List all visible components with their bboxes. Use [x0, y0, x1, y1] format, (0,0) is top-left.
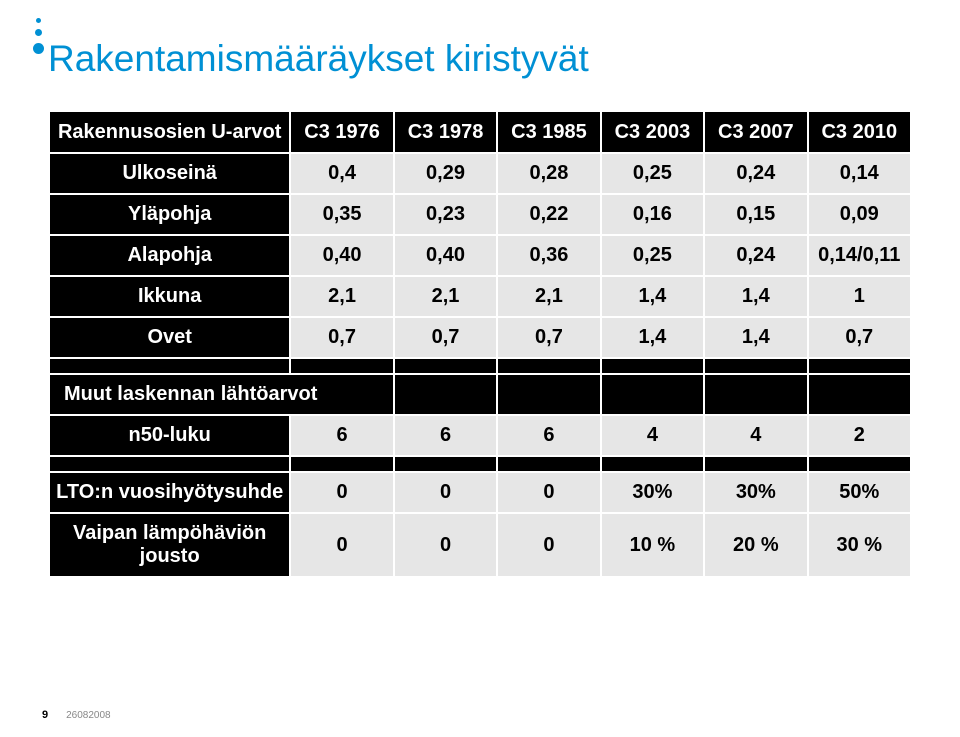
cell: 0,22 — [497, 194, 600, 235]
row-label: Ovet — [49, 317, 290, 358]
table-row: n50-luku 6 6 6 4 4 2 — [49, 415, 911, 456]
table-row: Yläpohja 0,35 0,23 0,22 0,16 0,15 0,09 — [49, 194, 911, 235]
cell: 2,1 — [290, 276, 393, 317]
cell: 0,25 — [601, 235, 704, 276]
page-title: Rakentamismääräykset kiristyvät — [48, 30, 912, 80]
cell: 0,24 — [704, 153, 807, 194]
section-label: Muut laskennan lähtöarvot — [49, 374, 394, 415]
cell: 1,4 — [704, 276, 807, 317]
cell: 4 — [601, 415, 704, 456]
row-label: Alapohja — [49, 235, 290, 276]
cell: 0,7 — [290, 317, 393, 358]
cell: 2,1 — [497, 276, 600, 317]
cell: 1,4 — [601, 317, 704, 358]
cell: 0,7 — [394, 317, 497, 358]
cell: 0,24 — [704, 235, 807, 276]
col-header: C3 2003 — [601, 111, 704, 153]
cell: 6 — [394, 415, 497, 456]
bullet-dot-icon — [36, 18, 41, 23]
cell: 1 — [808, 276, 911, 317]
header-label: Rakennusosien U-arvot — [49, 111, 290, 153]
cell: 50% — [808, 472, 911, 513]
col-header: C3 2007 — [704, 111, 807, 153]
table-row: LTO:n vuosihyötysuhde 0 0 0 30% 30% 50% — [49, 472, 911, 513]
cell: 1,4 — [601, 276, 704, 317]
col-header: C3 1976 — [290, 111, 393, 153]
cell: 6 — [290, 415, 393, 456]
cell: 0,16 — [601, 194, 704, 235]
row-label: Ikkuna — [49, 276, 290, 317]
col-header: C3 1985 — [497, 111, 600, 153]
cell: 0,35 — [290, 194, 393, 235]
cell: 0,7 — [497, 317, 600, 358]
cell: 2,1 — [394, 276, 497, 317]
cell: 10 % — [601, 513, 704, 577]
footer: 9 26082008 — [42, 709, 111, 721]
cell: 30% — [601, 472, 704, 513]
cell: 0,4 — [290, 153, 393, 194]
table-row: Ovet 0,7 0,7 0,7 1,4 1,4 0,7 — [49, 317, 911, 358]
cell: 0 — [394, 472, 497, 513]
cell: 0,15 — [704, 194, 807, 235]
cell: 0 — [497, 472, 600, 513]
cell: 0,7 — [808, 317, 911, 358]
row-label: Vaipan lämpöhäviön jousto — [49, 513, 290, 577]
cell: 6 — [497, 415, 600, 456]
slide-container: Rakentamismääräykset kiristyvät Rakennus… — [0, 0, 960, 737]
cell: 0,09 — [808, 194, 911, 235]
section-row: Muut laskennan lähtöarvot — [49, 374, 911, 415]
section-blank — [704, 374, 807, 415]
data-table: Rakennusosien U-arvot C3 1976 C3 1978 C3… — [48, 110, 912, 578]
table-row: Alapohja 0,40 0,40 0,36 0,25 0,24 0,14/0… — [49, 235, 911, 276]
cell: 0 — [290, 513, 393, 577]
row-label: Yläpohja — [49, 194, 290, 235]
section-blank — [394, 374, 497, 415]
table-header-row: Rakennusosien U-arvot C3 1976 C3 1978 C3… — [49, 111, 911, 153]
cell: 0,23 — [394, 194, 497, 235]
cell: 0,14/0,11 — [808, 235, 911, 276]
cell: 0 — [290, 472, 393, 513]
cell: 20 % — [704, 513, 807, 577]
bullet-dot-icon — [33, 43, 44, 54]
table-row: Ulkoseinä 0,4 0,29 0,28 0,25 0,24 0,14 — [49, 153, 911, 194]
spacer-row — [49, 358, 911, 374]
row-label: Ulkoseinä — [49, 153, 290, 194]
section-blank — [497, 374, 600, 415]
footer-date: 26082008 — [66, 710, 111, 721]
cell: 0,40 — [290, 235, 393, 276]
spacer-row — [49, 456, 911, 472]
cell: 0 — [394, 513, 497, 577]
cell: 2 — [808, 415, 911, 456]
cell: 30% — [704, 472, 807, 513]
row-label: LTO:n vuosihyötysuhde — [49, 472, 290, 513]
cell: 0,36 — [497, 235, 600, 276]
cell: 0,25 — [601, 153, 704, 194]
table-row: Ikkuna 2,1 2,1 2,1 1,4 1,4 1 — [49, 276, 911, 317]
cell: 0,28 — [497, 153, 600, 194]
col-header: C3 2010 — [808, 111, 911, 153]
cell: 0 — [497, 513, 600, 577]
col-header: C3 1978 — [394, 111, 497, 153]
cell: 30 % — [808, 513, 911, 577]
table-row: Vaipan lämpöhäviön jousto 0 0 0 10 % 20 … — [49, 513, 911, 577]
cell: 0,40 — [394, 235, 497, 276]
row-label: n50-luku — [49, 415, 290, 456]
cell: 0,29 — [394, 153, 497, 194]
cell: 1,4 — [704, 317, 807, 358]
cell: 0,14 — [808, 153, 911, 194]
page-number: 9 — [42, 709, 48, 721]
bullet-dot-icon — [35, 29, 42, 36]
section-blank — [808, 374, 911, 415]
cell: 4 — [704, 415, 807, 456]
section-blank — [601, 374, 704, 415]
